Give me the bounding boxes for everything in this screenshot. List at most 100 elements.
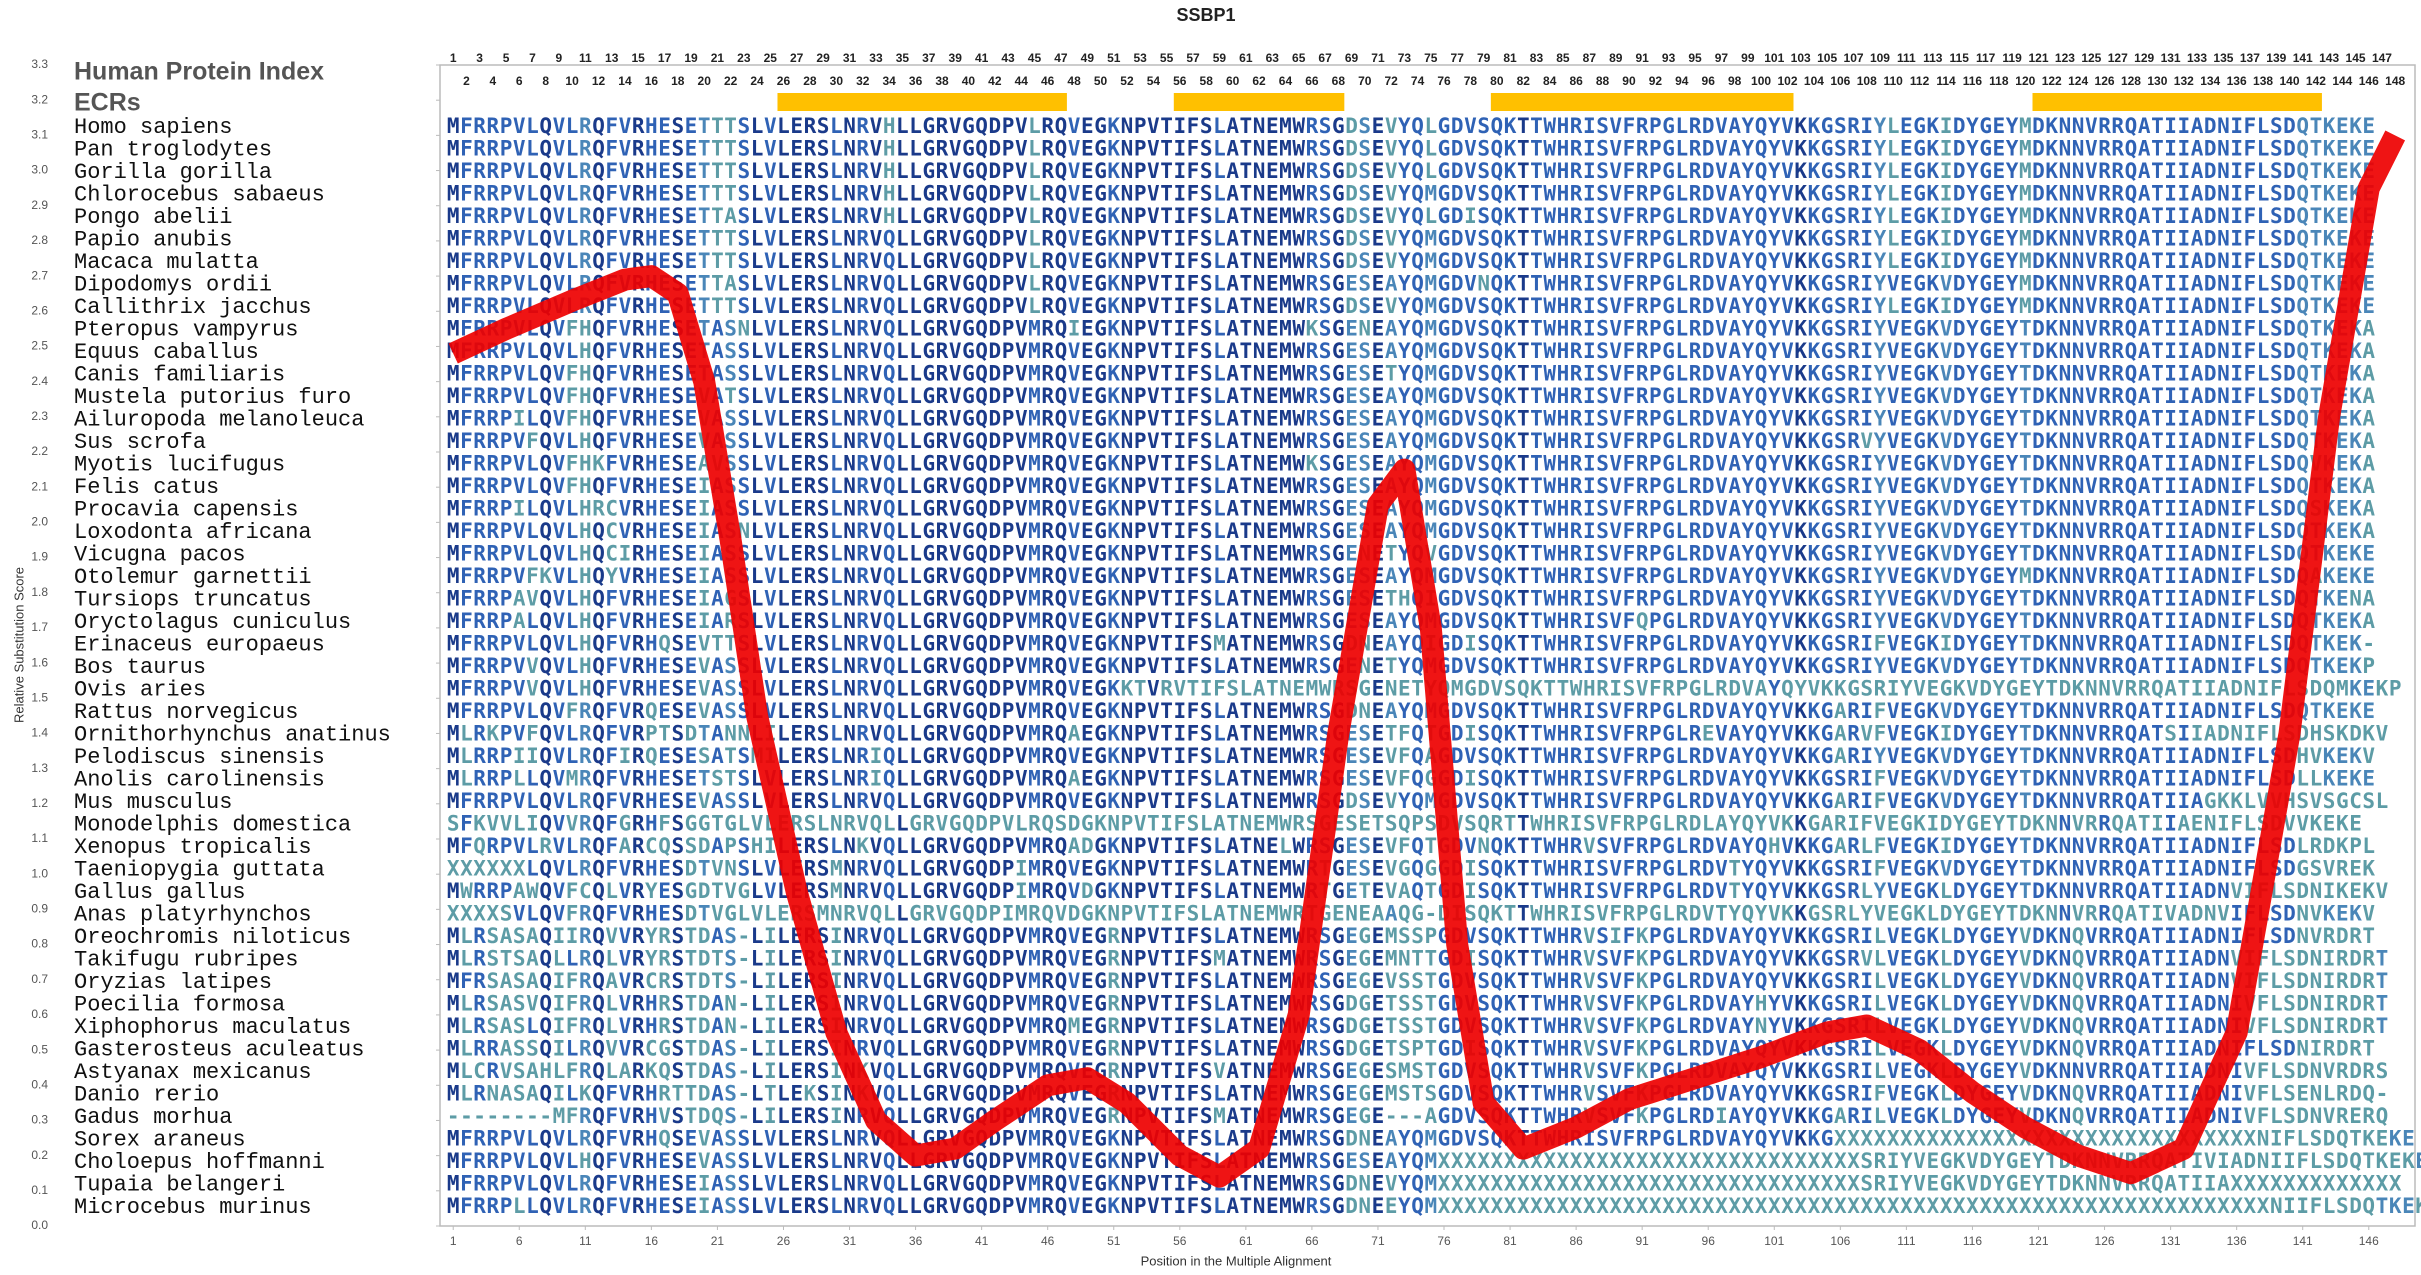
position-number: 131	[2161, 51, 2181, 65]
x-tick-label: 76	[1437, 1234, 1451, 1248]
sequence: XXXXSVLQVFRQFVRHESDTVGLVLERSMNRVQLLGRVGQ…	[447, 902, 2376, 926]
position-number: 124	[2068, 74, 2088, 88]
x-tick-label: 41	[975, 1234, 989, 1248]
species-name: Papio anubis	[74, 227, 232, 252]
species-name: Ailuropoda melanoleuca	[74, 407, 364, 432]
position-number: 119	[2002, 51, 2022, 65]
species-name: Vicugna pacos	[74, 542, 246, 567]
position-number: 143	[2319, 51, 2339, 65]
x-tick-label: 111	[1897, 1234, 1916, 1248]
position-number: 14	[618, 74, 632, 88]
sequence: MFRRPVLQVLHQFVRHESETASSLVLERSLNRVQLLGRVG…	[447, 339, 2376, 363]
y-tick-label: 1.9	[31, 550, 48, 564]
position-number: 48	[1067, 74, 1081, 88]
species-name: Microcebus murinus	[74, 1195, 312, 1220]
position-number: 129	[2134, 51, 2154, 65]
position-number: 122	[2042, 74, 2062, 88]
y-tick-label: 2.9	[31, 198, 48, 212]
position-number: 116	[1963, 74, 1983, 88]
species-name: Anas platyrhynchos	[74, 902, 312, 927]
species-name: Chlorocebus sabaeus	[74, 182, 325, 207]
sequence: MFRRPVLQVLRQFVRHESETTTSLVLERSLNRVHLLGRVG…	[447, 137, 2375, 161]
position-number: 104	[1804, 74, 1824, 88]
y-tick-label: 2.3	[31, 409, 48, 423]
y-tick-label: 1.3	[31, 761, 48, 775]
x-tick-label: 46	[1041, 1234, 1055, 1248]
species-name: Xenopus tropicalis	[74, 835, 312, 860]
species-name: Gorilla gorilla	[74, 160, 272, 185]
x-tick-label: 126	[2095, 1234, 2115, 1248]
position-number: 98	[1728, 74, 1742, 88]
index-label: Human Protein Index	[74, 58, 324, 86]
y-tick-label: 0.9	[31, 902, 48, 916]
position-number: 19	[684, 51, 698, 65]
position-number: 5	[503, 51, 510, 65]
species-name: Equus caballus	[74, 340, 259, 365]
species-name: Bos taurus	[74, 655, 206, 680]
position-number: 54	[1147, 74, 1161, 88]
x-axis-label: Position in the Multiple Alignment	[1141, 1253, 1332, 1268]
position-number: 66	[1305, 74, 1319, 88]
species-name: Taeniopygia guttata	[74, 857, 325, 882]
position-number: 1	[450, 51, 457, 65]
position-number: 105	[1817, 51, 1837, 65]
position-number: 55	[1160, 51, 1174, 65]
position-number: 120	[2015, 74, 2035, 88]
sequence: MFRRPVVQVLHQFVRHESEVASSLVLERSLNRVQLLGRVG…	[447, 677, 2402, 701]
y-tick-label: 1.0	[31, 866, 48, 880]
position-number: 94	[1675, 74, 1689, 88]
species-name: Monodelphis domestica	[74, 812, 351, 837]
position-number: 71	[1371, 51, 1385, 65]
species-name: Canis familiaris	[74, 362, 285, 387]
position-number: 3	[476, 51, 483, 65]
position-number: 40	[962, 74, 976, 88]
position-number: 76	[1437, 74, 1451, 88]
y-tick-label: 0.7	[31, 972, 48, 986]
ecr-bar	[2032, 93, 2322, 111]
position-number: 75	[1424, 51, 1438, 65]
score-line	[448, 130, 2406, 1188]
position-number: 24	[750, 74, 764, 88]
y-tick-label: 0.2	[31, 1148, 48, 1162]
position-number: 45	[1028, 51, 1042, 65]
y-tick-label: 2.8	[31, 233, 48, 247]
position-number: 13	[605, 51, 619, 65]
position-number: 44	[1015, 74, 1029, 88]
species-name: Procavia capensis	[74, 497, 298, 522]
sequence: XXXXXXLQVLRQFVRHESDTVNSLVLERSMNRVQLLGRVG…	[447, 857, 2376, 881]
position-number: 2	[463, 74, 470, 88]
position-number: 84	[1543, 74, 1557, 88]
x-tick-label: 101	[1764, 1234, 1784, 1248]
y-tick-label: 2.5	[31, 339, 48, 353]
position-number: 34	[882, 74, 896, 88]
sequence: MLRKPVFQVLRQFVRPTSDTANNLILERSLNRVQLLGRVG…	[447, 722, 2389, 746]
position-number: 65	[1292, 51, 1306, 65]
y-tick-label: 0.3	[31, 1113, 48, 1127]
ecr-bar	[1173, 93, 1345, 111]
sequence: MFRRPVLQVFHKFVRHESEAVSSLVLERSLNRVQLLGRVG…	[447, 452, 2376, 476]
position-number: 33	[869, 51, 883, 65]
position-number: 121	[2028, 51, 2048, 65]
position-number: 9	[556, 51, 563, 65]
position-number: 82	[1517, 74, 1531, 88]
sequence: MFRRPVLQVLRQFVRHESETTTSLVLERSLNRVHLLGRVG…	[447, 182, 2375, 206]
position-number: 53	[1133, 51, 1147, 65]
y-tick-label: 1.1	[31, 831, 48, 845]
sequence: SFKVVLIQVVRQFGRHFSGGTGLVLERSLNRVQLLGRVGQ…	[447, 812, 2362, 836]
species-name: Pan troglodytes	[74, 137, 272, 162]
position-number: 27	[790, 51, 804, 65]
species-name: Ovis aries	[74, 677, 206, 702]
x-tick-label: 61	[1239, 1234, 1253, 1248]
y-tick-label: 1.5	[31, 690, 48, 704]
y-tick-label: 2.6	[31, 303, 48, 317]
x-tick-label: 96	[1702, 1234, 1716, 1248]
position-number: 96	[1702, 74, 1716, 88]
sequence: MFRRPVLQVLRQFVRHESETTTSLVLERSLNRVQLLGRVG…	[447, 249, 2375, 273]
position-number: 29	[816, 51, 830, 65]
position-number: 28	[803, 74, 817, 88]
position-number: 16	[645, 74, 659, 88]
position-number: 20	[698, 74, 712, 88]
sequence: MLRSTSAQLLRQLVRYRSTDTS-LILERSINRVQLLGRVG…	[447, 947, 2388, 971]
position-number: 88	[1596, 74, 1610, 88]
